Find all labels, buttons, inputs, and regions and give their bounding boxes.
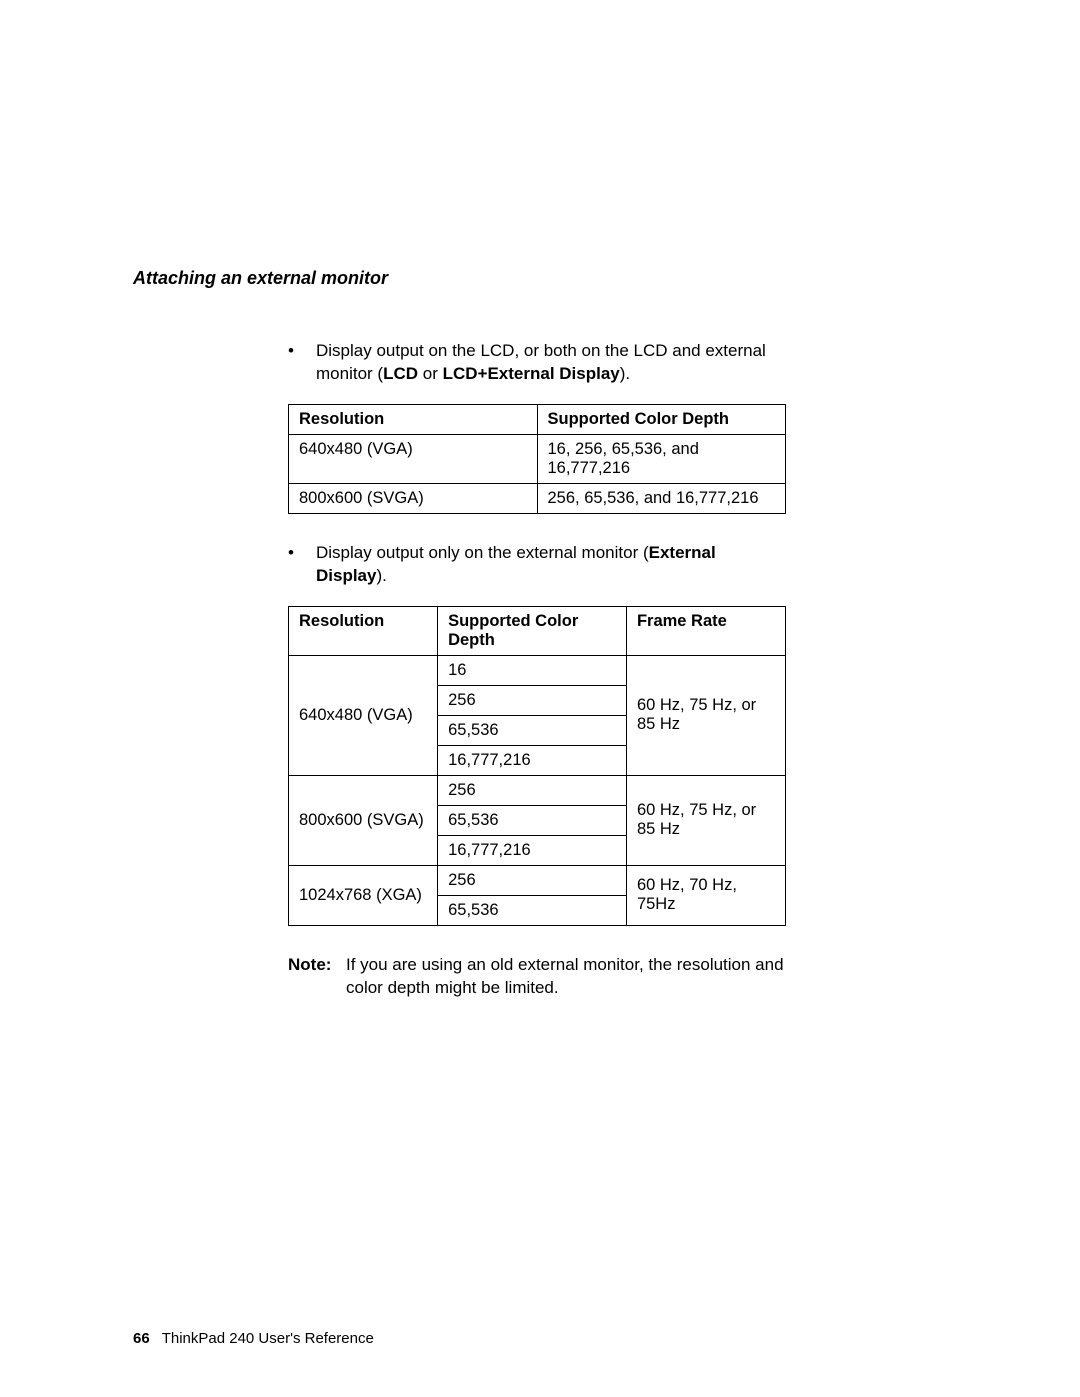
table2-depth: 16 <box>438 655 627 685</box>
bullet1-bold1: LCD <box>383 364 418 383</box>
table2-header-depth: Supported Color Depth <box>438 606 627 655</box>
table-lcd-colordepth: Resolution Supported Color Depth 640x480… <box>288 404 786 514</box>
table-row: 800x600 (SVGA) 256, 65,536, and 16,777,2… <box>289 483 786 513</box>
table2-depth: 16,777,216 <box>438 745 627 775</box>
table2-frame: 60 Hz, 75 Hz, or 85 Hz <box>626 655 785 775</box>
table2-depth: 16,777,216 <box>438 835 627 865</box>
bullet-dot-icon: • <box>288 340 316 386</box>
table2-frame: 60 Hz, 75 Hz, or 85 Hz <box>626 775 785 865</box>
table2-depth: 65,536 <box>438 895 627 925</box>
table2-depth: 256 <box>438 775 627 805</box>
note-block: Note: If you are using an old external m… <box>288 954 786 1000</box>
note-text: If you are using an old external monitor… <box>346 954 786 1000</box>
table-row: 800x600 (SVGA) 256 60 Hz, 75 Hz, or 85 H… <box>289 775 786 805</box>
bullet1-mid: or <box>418 364 443 383</box>
table2-resolution: 800x600 (SVGA) <box>289 775 438 865</box>
table2-depth: 256 <box>438 865 627 895</box>
table-row: 640x480 (VGA) 16, 256, 65,536, and 16,77… <box>289 434 786 483</box>
bullet-text: Display output only on the external moni… <box>316 542 786 588</box>
table1-cell: 256, 65,536, and 16,777,216 <box>537 483 786 513</box>
table2-resolution: 1024x768 (XGA) <box>289 865 438 925</box>
table1-cell: 640x480 (VGA) <box>289 434 538 483</box>
table1-cell: 800x600 (SVGA) <box>289 483 538 513</box>
table-row: 640x480 (VGA) 16 60 Hz, 75 Hz, or 85 Hz <box>289 655 786 685</box>
table1-header-resolution: Resolution <box>289 404 538 434</box>
bullet2-suffix: ). <box>376 566 386 585</box>
page-footer: 66 ThinkPad 240 User's Reference <box>133 1330 374 1347</box>
bullet1-bold2: LCD+External Display <box>443 364 620 383</box>
bullet-external-only: • Display output only on the external mo… <box>288 542 786 588</box>
table-row: 1024x768 (XGA) 256 60 Hz, 70 Hz, 75Hz <box>289 865 786 895</box>
table1-cell: 16, 256, 65,536, and 16,777,216 <box>537 434 786 483</box>
table2-header-frame: Frame Rate <box>626 606 785 655</box>
table2-depth: 65,536 <box>438 715 627 745</box>
bullet-dot-icon: • <box>288 542 316 588</box>
bullet-text: Display output on the LCD, or both on th… <box>316 340 786 386</box>
page-number: 66 <box>133 1330 150 1347</box>
main-content: • Display output on the LCD, or both on … <box>288 340 786 1000</box>
bullet1-suffix: ). <box>620 364 630 383</box>
section-heading: Attaching an external monitor <box>133 268 388 289</box>
bullet-lcd-lcdext: • Display output on the LCD, or both on … <box>288 340 786 386</box>
table1-header-depth: Supported Color Depth <box>537 404 786 434</box>
table2-resolution: 640x480 (VGA) <box>289 655 438 775</box>
table2-depth: 65,536 <box>438 805 627 835</box>
table2-header-resolution: Resolution <box>289 606 438 655</box>
table2-frame: 60 Hz, 70 Hz, 75Hz <box>626 865 785 925</box>
book-title: ThinkPad 240 User's Reference <box>162 1330 374 1347</box>
table-external-framerate: Resolution Supported Color Depth Frame R… <box>288 606 786 926</box>
table2-depth: 256 <box>438 685 627 715</box>
note-label: Note: <box>288 954 346 1000</box>
bullet2-prefix: Display output only on the external moni… <box>316 543 649 562</box>
